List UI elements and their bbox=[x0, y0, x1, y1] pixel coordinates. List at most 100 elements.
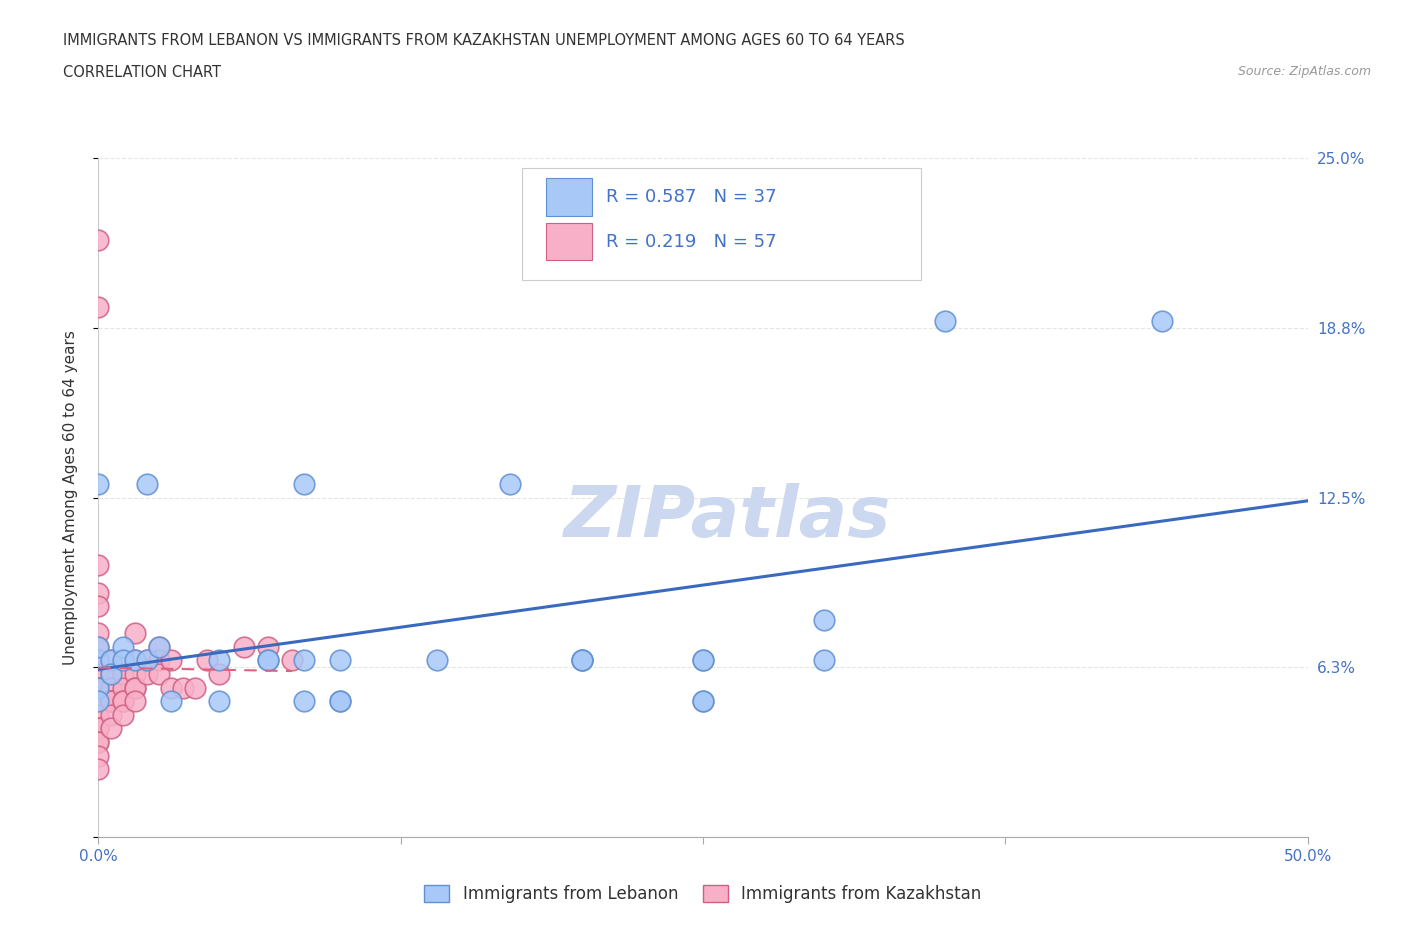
Point bbox=[100, 694, 122, 709]
Point bbox=[135, 476, 157, 491]
Point bbox=[208, 667, 231, 682]
Y-axis label: Unemployment Among Ages 60 to 64 years: Unemployment Among Ages 60 to 64 years bbox=[63, 330, 77, 665]
Point bbox=[87, 694, 110, 709]
Point bbox=[87, 585, 110, 600]
Point bbox=[571, 653, 593, 668]
Point bbox=[292, 476, 315, 491]
Legend: Immigrants from Lebanon, Immigrants from Kazakhstan: Immigrants from Lebanon, Immigrants from… bbox=[425, 885, 981, 903]
Point bbox=[934, 313, 956, 328]
Point bbox=[256, 653, 278, 668]
Point bbox=[87, 694, 110, 709]
Point bbox=[329, 694, 352, 709]
Point bbox=[692, 694, 714, 709]
Point bbox=[281, 653, 304, 668]
Point bbox=[87, 721, 110, 736]
Point bbox=[232, 640, 254, 655]
Text: R = 0.587   N = 37: R = 0.587 N = 37 bbox=[606, 189, 778, 206]
Point bbox=[100, 694, 122, 709]
Text: Source: ZipAtlas.com: Source: ZipAtlas.com bbox=[1237, 65, 1371, 78]
Point bbox=[87, 626, 110, 641]
Point bbox=[87, 762, 110, 777]
Point bbox=[135, 653, 157, 668]
Point bbox=[111, 708, 134, 723]
Point bbox=[184, 680, 207, 695]
Point bbox=[571, 653, 593, 668]
Point bbox=[87, 680, 110, 695]
Point bbox=[124, 694, 146, 709]
Point bbox=[148, 667, 170, 682]
Point bbox=[160, 680, 183, 695]
Point bbox=[208, 653, 231, 668]
Point bbox=[256, 653, 278, 668]
Point bbox=[87, 640, 110, 655]
Point bbox=[692, 694, 714, 709]
Point bbox=[111, 653, 134, 668]
Point bbox=[329, 694, 352, 709]
Point bbox=[160, 694, 183, 709]
Point bbox=[256, 640, 278, 655]
Point bbox=[124, 653, 146, 668]
Point bbox=[111, 640, 134, 655]
Point bbox=[100, 708, 122, 723]
Point bbox=[87, 721, 110, 736]
Point bbox=[135, 667, 157, 682]
Point bbox=[87, 558, 110, 573]
Point bbox=[172, 680, 194, 695]
Point bbox=[87, 735, 110, 750]
Point bbox=[87, 680, 110, 695]
Point bbox=[571, 653, 593, 668]
Point bbox=[208, 694, 231, 709]
Point bbox=[87, 232, 110, 247]
Point bbox=[100, 694, 122, 709]
Point bbox=[148, 653, 170, 668]
FancyBboxPatch shape bbox=[546, 179, 592, 216]
Point bbox=[100, 680, 122, 695]
Point bbox=[124, 680, 146, 695]
Point bbox=[100, 721, 122, 736]
Point bbox=[813, 612, 835, 627]
Point bbox=[124, 667, 146, 682]
Point bbox=[87, 721, 110, 736]
Point bbox=[692, 653, 714, 668]
Point bbox=[100, 653, 122, 668]
Point bbox=[426, 653, 449, 668]
Point bbox=[100, 653, 122, 668]
Point bbox=[692, 653, 714, 668]
Point bbox=[100, 667, 122, 682]
Point bbox=[498, 476, 520, 491]
Point bbox=[87, 694, 110, 709]
Point bbox=[87, 599, 110, 614]
Point bbox=[87, 680, 110, 695]
Point bbox=[87, 653, 110, 668]
Point bbox=[87, 748, 110, 763]
Point bbox=[329, 653, 352, 668]
Point bbox=[111, 694, 134, 709]
Point bbox=[160, 653, 183, 668]
Point bbox=[124, 653, 146, 668]
Text: CORRELATION CHART: CORRELATION CHART bbox=[63, 65, 221, 80]
Point bbox=[87, 653, 110, 668]
Point bbox=[87, 667, 110, 682]
Point bbox=[124, 680, 146, 695]
Point bbox=[87, 680, 110, 695]
Point bbox=[195, 653, 218, 668]
Point bbox=[292, 653, 315, 668]
Point bbox=[87, 694, 110, 709]
Point bbox=[813, 653, 835, 668]
Point bbox=[87, 735, 110, 750]
Point bbox=[87, 300, 110, 315]
Point bbox=[148, 640, 170, 655]
Point bbox=[111, 694, 134, 709]
Text: IMMIGRANTS FROM LEBANON VS IMMIGRANTS FROM KAZAKHSTAN UNEMPLOYMENT AMONG AGES 60: IMMIGRANTS FROM LEBANON VS IMMIGRANTS FR… bbox=[63, 33, 905, 47]
Point bbox=[148, 640, 170, 655]
Point bbox=[100, 667, 122, 682]
Point bbox=[292, 694, 315, 709]
Point bbox=[87, 708, 110, 723]
Point bbox=[87, 640, 110, 655]
Point bbox=[87, 476, 110, 491]
FancyBboxPatch shape bbox=[522, 168, 921, 280]
Point bbox=[111, 680, 134, 695]
Point bbox=[111, 667, 134, 682]
Point bbox=[87, 653, 110, 668]
Point bbox=[124, 626, 146, 641]
